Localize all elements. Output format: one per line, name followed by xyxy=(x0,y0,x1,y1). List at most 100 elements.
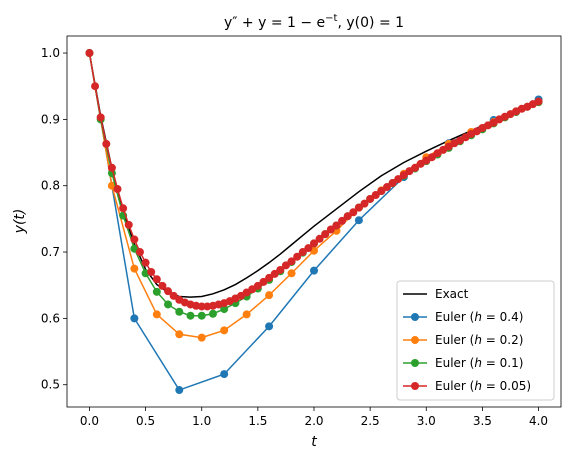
data-point xyxy=(349,208,358,217)
series-4 xyxy=(85,49,543,311)
data-point xyxy=(332,221,341,230)
legend-label: Euler (h = 0.1) xyxy=(435,356,523,370)
x-axis: 0.0 0.5 1.0 1.5 2.0 2.5 3.0 3.5 4.0 xyxy=(80,407,548,428)
data-point xyxy=(360,199,369,208)
data-point xyxy=(343,212,352,221)
legend-item: Exact xyxy=(403,287,469,301)
data-point xyxy=(197,333,206,342)
data-point xyxy=(382,183,391,192)
data-point xyxy=(270,269,279,278)
data-point xyxy=(293,252,302,261)
legend: Exact Euler (h = 0.4) Euler (h = 0.2) Euler… xyxy=(396,280,555,401)
data-point xyxy=(298,248,307,257)
data-point xyxy=(158,281,167,290)
legend-label: Euler (h = 0.05) xyxy=(435,379,531,393)
x-tick-label: 3.5 xyxy=(473,414,492,428)
x-tick-label: 1.5 xyxy=(248,414,267,428)
data-point xyxy=(102,139,111,148)
data-point xyxy=(130,235,139,244)
data-point xyxy=(152,310,161,319)
legend-swatch-marker xyxy=(411,313,419,321)
y-tick-label: 0.9 xyxy=(41,112,60,126)
data-point xyxy=(169,291,178,300)
data-point xyxy=(197,302,206,311)
legend-item: Euler (h = 0.05) xyxy=(403,379,531,393)
data-point xyxy=(130,314,139,323)
legend-label: Euler (h = 0.2) xyxy=(435,333,523,347)
legend-swatch-marker xyxy=(411,382,419,390)
x-tick-label: 2.0 xyxy=(304,414,323,428)
y-tick-label: 0.5 xyxy=(41,378,60,392)
legend-item: Euler (h = 0.2) xyxy=(403,333,523,347)
series-layer xyxy=(85,49,543,395)
legend-item: Euler (h = 0.1) xyxy=(403,356,523,370)
data-point xyxy=(411,163,420,172)
data-point xyxy=(135,248,144,257)
data-point xyxy=(164,300,173,309)
x-tick-label: 1.0 xyxy=(192,414,211,428)
data-point xyxy=(394,175,403,184)
y-axis: 0.5 0.6 0.7 0.8 0.9 1.0 xyxy=(41,46,67,392)
data-point xyxy=(287,257,296,266)
data-point xyxy=(265,291,274,300)
data-point xyxy=(388,179,397,188)
data-point xyxy=(304,244,313,253)
x-tick-label: 0.5 xyxy=(136,414,155,428)
legend-label: Exact xyxy=(435,287,469,301)
x-tick-label: 3.0 xyxy=(417,414,436,428)
data-point xyxy=(242,310,251,319)
x-tick-label: 4.0 xyxy=(529,414,548,428)
data-point xyxy=(310,239,318,248)
legend-label: Euler (h = 0.4) xyxy=(435,310,523,324)
data-point xyxy=(197,311,206,320)
legend-swatch-marker xyxy=(411,359,419,367)
data-point xyxy=(186,311,195,320)
data-point xyxy=(119,204,128,213)
data-point xyxy=(253,281,262,290)
data-point xyxy=(354,203,363,212)
data-point xyxy=(220,370,229,379)
data-point xyxy=(107,163,116,172)
data-point xyxy=(354,216,363,225)
y-tick-label: 0.7 xyxy=(41,245,60,259)
data-point xyxy=(113,185,122,194)
data-point xyxy=(152,275,161,284)
y-axis-label: y(t) xyxy=(12,209,28,235)
data-point xyxy=(147,267,156,276)
data-point xyxy=(164,287,173,296)
data-point xyxy=(310,266,318,275)
chart-title: y″ + y = 1 − e−t, y(0) = 1 xyxy=(224,13,404,31)
data-point xyxy=(321,230,330,239)
x-axis-label: t xyxy=(311,434,317,450)
data-point xyxy=(130,264,139,273)
data-point xyxy=(399,171,408,180)
data-point xyxy=(141,258,150,267)
series-line xyxy=(88,52,539,298)
data-point xyxy=(175,386,184,395)
data-point xyxy=(152,287,161,296)
x-tick-label: 0.0 xyxy=(80,414,99,428)
data-point xyxy=(427,153,436,162)
data-point xyxy=(265,273,274,282)
data-point xyxy=(85,49,94,58)
x-tick-label: 2.5 xyxy=(361,414,380,428)
series-0 xyxy=(88,52,539,298)
data-point xyxy=(534,97,543,106)
data-point xyxy=(175,330,184,339)
data-point xyxy=(326,225,335,234)
y-tick-label: 0.8 xyxy=(41,179,60,193)
data-point xyxy=(259,277,268,286)
data-point xyxy=(124,220,133,229)
legend-swatch-marker xyxy=(411,336,419,344)
data-point xyxy=(315,234,324,243)
data-point xyxy=(276,265,285,274)
data-point xyxy=(175,307,184,316)
data-point xyxy=(287,269,296,278)
data-point xyxy=(366,194,375,203)
data-point xyxy=(371,191,380,199)
legend-box xyxy=(396,280,555,401)
y-tick-label: 0.6 xyxy=(41,311,60,325)
title-lhs: y″ + y = 1 − e xyxy=(224,15,325,31)
data-point xyxy=(265,322,274,331)
